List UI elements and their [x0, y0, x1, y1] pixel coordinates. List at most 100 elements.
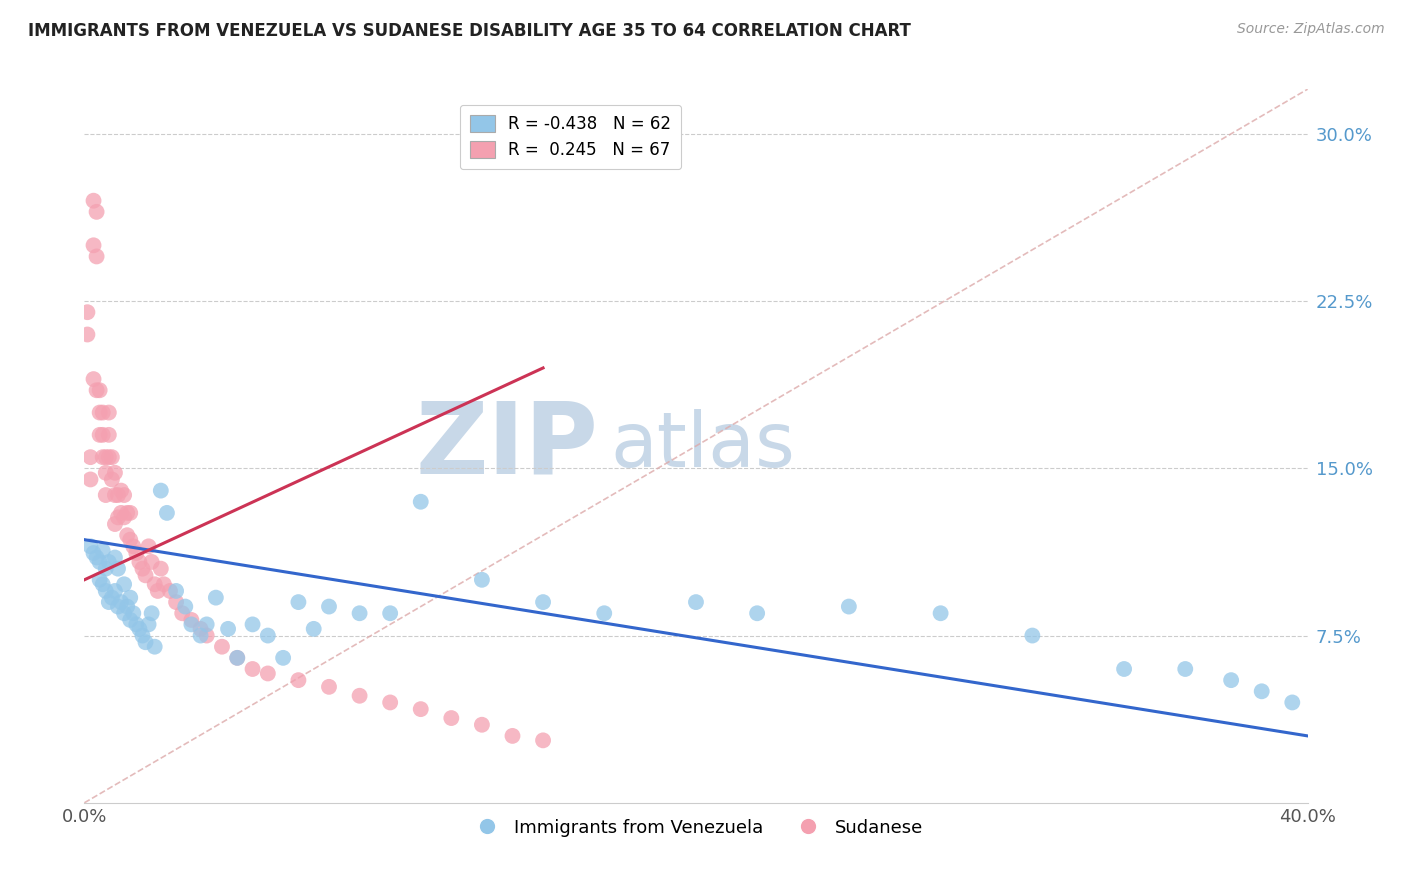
- Point: [138, 617, 160, 632]
- Point: [242, 617, 264, 632]
- Point: [89, 555, 111, 569]
- Point: [76, 305, 98, 319]
- Point: [107, 562, 129, 576]
- Point: [135, 635, 157, 649]
- Point: [165, 583, 187, 598]
- Point: [91, 543, 114, 558]
- Point: [97, 427, 120, 442]
- Point: [165, 595, 187, 609]
- Point: [1250, 684, 1272, 698]
- Point: [149, 483, 172, 498]
- Point: [97, 405, 120, 419]
- Point: [97, 555, 120, 569]
- Point: [104, 466, 127, 480]
- Point: [838, 599, 860, 614]
- Point: [91, 405, 114, 419]
- Point: [120, 591, 142, 605]
- Point: [141, 607, 163, 621]
- Point: [89, 405, 111, 419]
- Point: [89, 384, 111, 398]
- Point: [97, 450, 120, 464]
- Point: [1281, 696, 1303, 710]
- Point: [172, 607, 194, 621]
- Point: [128, 622, 150, 636]
- Point: [115, 599, 138, 614]
- Point: [122, 539, 145, 553]
- Point: [131, 628, 153, 642]
- Point: [257, 628, 280, 642]
- Point: [83, 372, 105, 386]
- Point: [101, 450, 124, 464]
- Point: [1021, 628, 1043, 642]
- Point: [91, 427, 114, 442]
- Point: [156, 506, 179, 520]
- Point: [91, 450, 114, 464]
- Point: [107, 488, 129, 502]
- Point: [112, 577, 135, 591]
- Point: [226, 651, 249, 665]
- Point: [159, 583, 181, 598]
- Point: [112, 510, 135, 524]
- Point: [257, 666, 280, 681]
- Point: [685, 595, 707, 609]
- Point: [76, 327, 98, 342]
- Point: [110, 595, 132, 609]
- Point: [115, 528, 138, 542]
- Point: [929, 607, 952, 621]
- Point: [318, 599, 340, 614]
- Text: atlas: atlas: [610, 409, 796, 483]
- Point: [104, 583, 127, 598]
- Point: [153, 577, 176, 591]
- Point: [86, 384, 108, 398]
- Point: [380, 607, 402, 621]
- Point: [112, 607, 135, 621]
- Point: [83, 238, 105, 252]
- Point: [79, 450, 101, 464]
- Point: [226, 651, 249, 665]
- Point: [138, 539, 160, 553]
- Point: [112, 488, 135, 502]
- Point: [271, 651, 294, 665]
- Point: [180, 613, 202, 627]
- Point: [593, 607, 616, 621]
- Point: [217, 622, 239, 636]
- Point: [471, 717, 494, 731]
- Point: [120, 613, 142, 627]
- Point: [174, 599, 197, 614]
- Point: [211, 640, 233, 654]
- Point: [747, 607, 769, 621]
- Point: [195, 628, 218, 642]
- Point: [531, 595, 554, 609]
- Point: [502, 729, 524, 743]
- Point: [101, 473, 124, 487]
- Point: [115, 506, 138, 520]
- Point: [86, 204, 108, 219]
- Point: [120, 533, 142, 547]
- Point: [125, 617, 148, 632]
- Point: [91, 577, 114, 591]
- Point: [97, 595, 120, 609]
- Point: [349, 607, 371, 621]
- Point: [531, 733, 554, 747]
- Point: [195, 617, 218, 632]
- Point: [94, 583, 117, 598]
- Point: [79, 539, 101, 553]
- Point: [125, 546, 148, 560]
- Point: [79, 473, 101, 487]
- Point: [409, 702, 432, 716]
- Point: [242, 662, 264, 676]
- Point: [94, 562, 117, 576]
- Point: [122, 607, 145, 621]
- Point: [205, 591, 228, 605]
- Point: [107, 510, 129, 524]
- Text: Source: ZipAtlas.com: Source: ZipAtlas.com: [1237, 22, 1385, 37]
- Point: [120, 506, 142, 520]
- Point: [83, 546, 105, 560]
- Point: [110, 483, 132, 498]
- Point: [409, 494, 432, 508]
- Point: [349, 689, 371, 703]
- Point: [440, 711, 463, 725]
- Point: [1114, 662, 1136, 676]
- Point: [190, 622, 212, 636]
- Legend: Immigrants from Venezuela, Sudanese: Immigrants from Venezuela, Sudanese: [461, 812, 931, 844]
